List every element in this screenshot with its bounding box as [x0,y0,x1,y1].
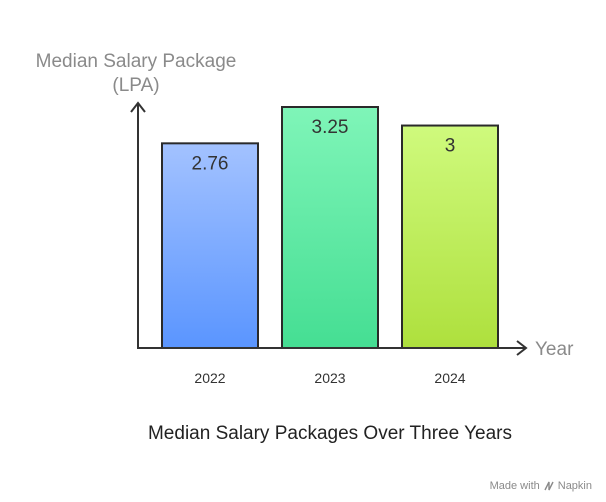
bar-group: 2.76 3.25 3 [161,106,499,349]
y-axis-label-line-1: Median Salary Package [36,51,237,72]
x-axis-label: Year [535,339,574,360]
watermark-brand: Napkin [557,480,592,492]
x-tick-label-2024: 2024 [434,370,465,386]
bar-2023 [281,106,379,349]
chart-title: Median Salary Packages Over Three Years [148,423,512,444]
x-tick-label-2023: 2023 [314,370,345,386]
napkin-logo-icon [544,481,554,491]
x-tick-labels: 2022 2023 2024 [194,370,465,386]
watermark-prefix: Made with [489,480,540,492]
y-axis-arrow-icon [130,101,146,113]
bar-2022 [161,142,259,349]
x-tick-label-2022: 2022 [194,370,225,386]
made-with-napkin-watermark: Made with Napkin [490,480,592,492]
y-axis-label-line-2: (LPA) [112,75,159,96]
bar-2024 [401,124,499,349]
bar-value-label-2023: 3.25 [312,117,349,138]
bar-value-label-2024: 3 [445,136,456,157]
x-axis-arrow-icon [516,340,528,356]
bar-value-label-2022: 2.76 [192,153,229,174]
